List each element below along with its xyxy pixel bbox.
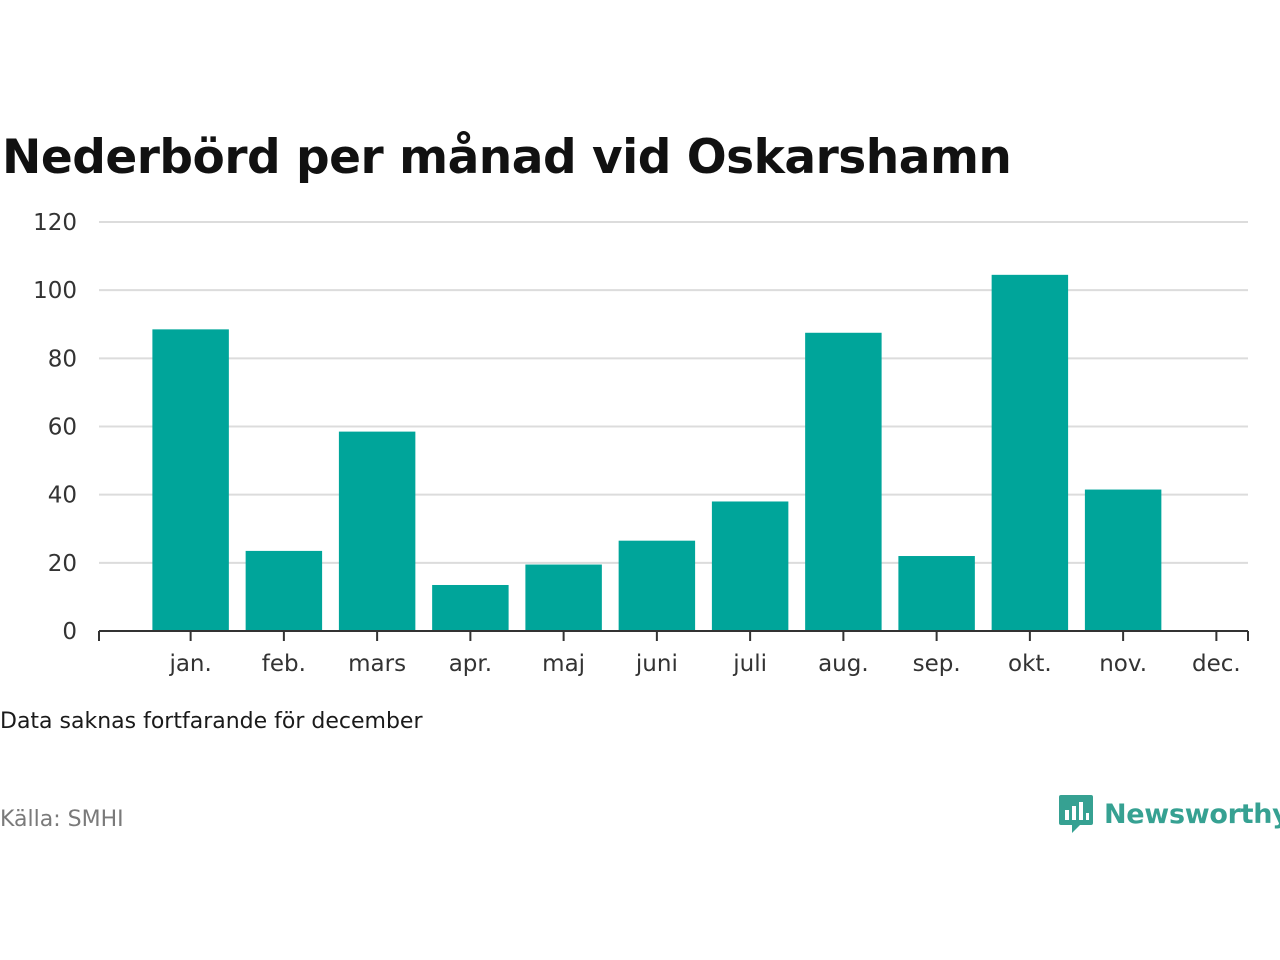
bar-juni bbox=[618, 540, 696, 631]
bar-sep bbox=[898, 556, 975, 631]
x-tick-label: juni bbox=[635, 651, 678, 677]
bar-feb bbox=[245, 550, 323, 631]
newsworthy-logo[interactable]: Newsworthy bbox=[1058, 792, 1280, 836]
x-tick-label: apr. bbox=[449, 651, 492, 677]
bars bbox=[152, 274, 1162, 631]
x-tick-label: aug. bbox=[818, 651, 869, 677]
bar-apr bbox=[432, 584, 509, 631]
x-tick-label: maj bbox=[542, 651, 585, 677]
x-tick-label: feb. bbox=[262, 651, 306, 677]
source-credit: Källa: SMHI bbox=[0, 807, 124, 832]
bar-okt bbox=[991, 274, 1069, 631]
x-tick-label: dec. bbox=[1192, 651, 1241, 677]
x-tick-label: sep. bbox=[913, 651, 961, 677]
x-tick-label: nov. bbox=[1099, 651, 1147, 677]
gridlines bbox=[99, 221, 1248, 564]
y-tick-label: 100 bbox=[33, 278, 77, 304]
x-tick-label: okt. bbox=[1008, 651, 1052, 677]
chart-title: Nederbörd per månad vid Oskarshamn bbox=[2, 130, 1012, 185]
x-tick-label: jan. bbox=[168, 651, 211, 677]
bar-jan bbox=[152, 329, 229, 631]
x-tick-label: mars bbox=[348, 651, 406, 677]
x-axis-ticks: jan. feb. mars apr. maj juni juli aug. sep. okt. n… bbox=[168, 631, 1241, 677]
y-tick-label: 60 bbox=[48, 415, 77, 441]
y-tick-label: 20 bbox=[48, 551, 77, 577]
bar-maj bbox=[525, 564, 602, 631]
newsworthy-logo-text: Newsworthy bbox=[1104, 798, 1280, 830]
y-tick-label: 0 bbox=[62, 619, 77, 645]
y-tick-label: 40 bbox=[48, 483, 77, 509]
bar-aug bbox=[805, 332, 882, 631]
bar-nov bbox=[1084, 489, 1162, 631]
bar-mars bbox=[338, 431, 416, 631]
newsworthy-logo-icon bbox=[1059, 795, 1093, 833]
y-tick-label: 80 bbox=[48, 346, 77, 372]
x-tick-label: juli bbox=[732, 651, 767, 677]
chart-note: Data saknas fortfarande för december bbox=[0, 709, 423, 734]
x-axis bbox=[98, 630, 1249, 641]
y-tick-label: 120 bbox=[33, 210, 77, 236]
bar-juli bbox=[711, 501, 789, 631]
y-axis-ticks: 0 20 40 60 80 100 120 bbox=[33, 210, 77, 645]
